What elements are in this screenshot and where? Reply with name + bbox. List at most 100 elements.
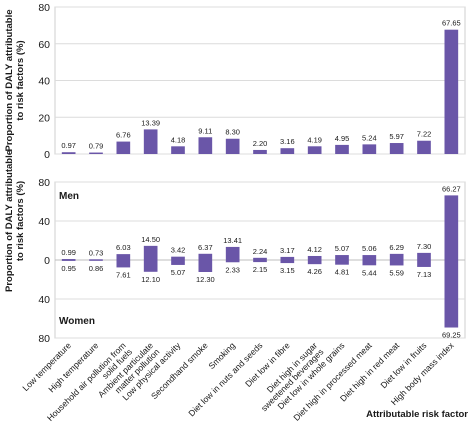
women-value-label: 5.07	[171, 268, 186, 277]
top-bar	[225, 138, 240, 154]
men-bar	[417, 252, 431, 260]
women-value-label: 12.10	[141, 275, 160, 284]
top-value-label: 7.22	[417, 130, 432, 139]
women-value-label: 2.33	[225, 265, 240, 274]
bottom-y-tick-label: 80	[38, 333, 50, 345]
top-value-label: 0.97	[61, 141, 76, 150]
x-axis-title: Attributable risk factor	[366, 409, 468, 420]
men-value-label: 2.24	[253, 247, 268, 256]
top-y-axis-title-line2: to risk factors (%)	[15, 40, 26, 120]
women-value-label: 4.81	[335, 268, 350, 277]
top-bar	[116, 141, 131, 154]
grid-layer	[54, 6, 466, 339]
men-value-label: 5.07	[335, 244, 350, 253]
men-bar	[198, 253, 213, 260]
top-value-label: 4.18	[171, 135, 186, 144]
women-value-label: 69.25	[442, 331, 461, 340]
men-value-label: 3.17	[280, 246, 295, 255]
women-value-label: 5.59	[389, 268, 404, 277]
bottom-y-tick-label: 40	[38, 294, 50, 306]
men-value-label: 6.37	[198, 243, 213, 252]
women-value-label: 4.26	[307, 267, 322, 276]
women-value-label: 3.15	[280, 266, 295, 275]
top-value-label: 67.65	[442, 19, 461, 28]
men-bar	[335, 255, 349, 260]
men-bar	[280, 256, 295, 260]
women-bar	[389, 260, 404, 266]
top-y-tick-label: 0	[44, 149, 50, 161]
women-bar	[280, 260, 295, 264]
women-bar	[444, 260, 459, 328]
bar-layer	[61, 29, 459, 328]
women-bar	[307, 260, 322, 265]
women-bar	[417, 260, 431, 267]
top-value-label: 6.76	[116, 131, 131, 140]
top-y-axis-title: Proportion of DALY attributableto risk f…	[4, 10, 26, 152]
top-bar	[280, 148, 295, 154]
top-bar	[143, 129, 158, 154]
top-y-tick-label: 60	[38, 39, 50, 51]
x-category-label: Low temperature	[20, 340, 73, 393]
men-bar	[89, 259, 103, 260]
bottom-y-axis-title-line2: to risk factors (%)	[15, 181, 26, 261]
men-bar	[61, 259, 76, 260]
top-value-label: 4.95	[335, 134, 350, 143]
men-bar	[389, 253, 404, 260]
men-value-label: 5.06	[362, 244, 377, 253]
text-layer: 0 20 40 60 80 0.97 0.79 6.76 13.39 4.18 9.11 8.30 2.…	[4, 2, 468, 423]
women-bar	[253, 260, 267, 263]
bottom-y-tick-label: 80	[38, 177, 50, 189]
men-value-label: 0.73	[89, 248, 104, 257]
top-value-label: 5.24	[362, 133, 377, 142]
top-y-axis-title-line1: Proportion of DALY attributable	[4, 10, 15, 152]
women-bar	[362, 260, 377, 266]
top-value-label: 0.79	[89, 142, 104, 151]
top-value-label: 4.19	[307, 135, 322, 144]
top-bar	[253, 149, 267, 154]
top-y-tick-label: 80	[38, 2, 50, 14]
bottom-y-tick-label: 40	[38, 216, 50, 228]
women-bar	[89, 260, 103, 261]
women-value-label: 5.44	[362, 268, 377, 277]
men-value-label: 13.41	[223, 236, 242, 245]
top-bar	[307, 146, 322, 154]
top-bar	[389, 143, 404, 154]
top-value-label: 8.30	[225, 128, 240, 137]
men-panel-label: Men	[59, 191, 79, 202]
top-value-label: 9.11	[198, 126, 212, 135]
men-value-label: 3.42	[171, 246, 186, 255]
women-bar	[225, 260, 240, 263]
top-value-label: 13.39	[141, 118, 160, 127]
men-value-label: 4.12	[307, 245, 322, 254]
bottom-y-axis-title-line1: Proportion of DALY attributable	[4, 150, 15, 292]
top-value-label: 5.97	[389, 132, 404, 141]
women-bar	[61, 260, 76, 261]
top-bar	[444, 29, 459, 155]
bottom-y-axis-title: Proportion of DALY attributableto risk f…	[4, 150, 26, 292]
women-value-label: 0.86	[89, 264, 104, 273]
men-bar	[171, 256, 185, 260]
men-value-label: 14.50	[141, 235, 160, 244]
women-panel-label: Women	[59, 316, 95, 327]
women-bar	[171, 260, 185, 265]
women-value-label: 0.95	[61, 264, 76, 273]
top-y-tick-label: 40	[38, 76, 50, 88]
men-bar	[143, 245, 158, 260]
women-bar	[143, 260, 158, 272]
women-value-label: 7.13	[417, 270, 432, 279]
men-bar	[444, 195, 459, 260]
men-bar	[225, 246, 240, 260]
men-bar	[253, 257, 267, 260]
top-bar	[89, 152, 103, 154]
top-bar	[362, 144, 377, 154]
top-value-label: 2.20	[253, 139, 268, 148]
top-bar	[171, 146, 185, 154]
women-value-label: 2.15	[253, 265, 268, 274]
men-value-label: 6.03	[116, 243, 131, 252]
women-bar	[116, 260, 131, 268]
men-value-label: 0.99	[61, 248, 76, 257]
top-bar	[61, 152, 76, 154]
men-value-label: 6.29	[389, 243, 404, 252]
